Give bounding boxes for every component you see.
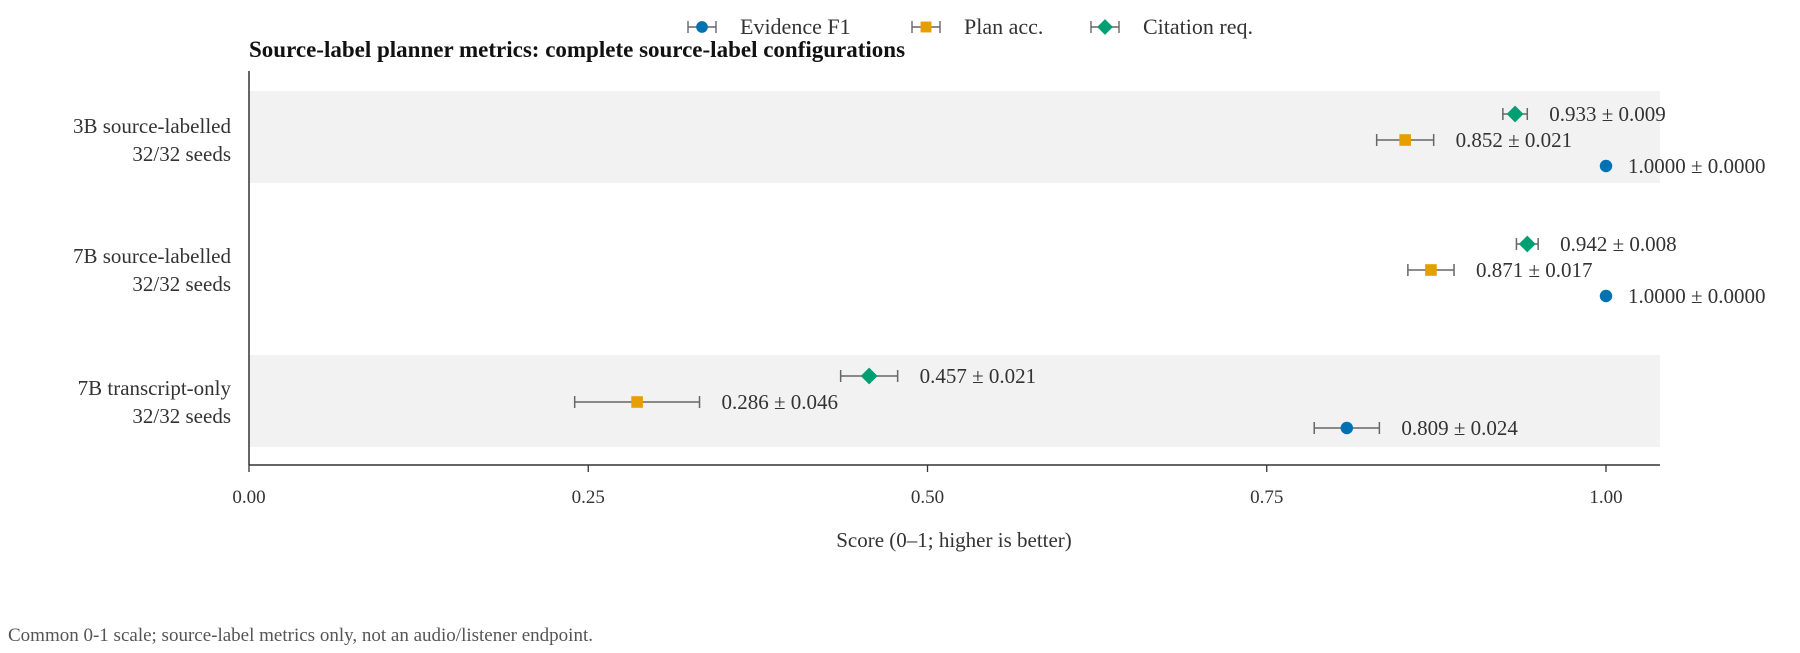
evidence-f1-value-label: 1.0000 ± 0.0000 (1628, 284, 1766, 308)
evidence-f1-point (1599, 159, 1613, 173)
category-label: 7B source-labelled (73, 244, 232, 268)
legend-label: Citation req. (1143, 14, 1253, 39)
citation-req-value-label: 0.933 ± 0.009 (1549, 102, 1666, 126)
x-tick-label: 0.00 (232, 487, 265, 508)
evidence-f1-point (1340, 421, 1354, 435)
category-label: 7B transcript-only (78, 376, 232, 400)
x-ticks: 0.00 0.25 0.50 0.75 1.00 (232, 465, 1623, 508)
citation-req-point (1518, 235, 1536, 253)
category-sublabel: 32/32 seeds (132, 272, 231, 296)
plan-acc-point (631, 396, 643, 408)
legend-marker (1097, 19, 1113, 35)
row-band (249, 355, 1660, 447)
plan-acc-value-label: 0.871 ± 0.017 (1476, 258, 1593, 282)
footnote: Common 0-1 scale; source-label metrics o… (8, 625, 593, 646)
axes (248, 71, 1660, 466)
x-tick-label: 0.50 (911, 487, 944, 508)
legend-label: Evidence F1 (740, 14, 851, 39)
legend: Evidence F1 Plan acc. Citation req. (687, 14, 1253, 39)
legend-marker (920, 21, 932, 33)
citation-req-value-label: 0.457 ± 0.021 (920, 364, 1037, 388)
plan-acc-value-label: 0.852 ± 0.021 (1456, 128, 1573, 152)
evidence-f1-point (1599, 289, 1613, 303)
x-axis-label: Score (0–1; higher is better) (836, 528, 1072, 552)
citation-req-point (860, 367, 878, 385)
category-sublabel: 32/32 seeds (132, 142, 231, 166)
category-label: 3B source-labelled (73, 114, 232, 138)
evidence-f1-value-label: 0.809 ± 0.024 (1401, 416, 1518, 440)
chart-title: Source-label planner metrics: complete s… (249, 37, 905, 62)
plan-acc-point (1399, 134, 1411, 146)
data-marks: 1.0000 ± 0.0000 1.0000 ± 0.0000 0.809 ± 0.… (573, 102, 1766, 440)
row-bands (249, 91, 1660, 447)
citation-req-point (1506, 105, 1524, 123)
plan-acc-point (1425, 264, 1437, 276)
category-labels: 3B source-labelled 32/32 seeds 7B source-l… (73, 114, 232, 428)
legend-marker (696, 21, 708, 33)
legend-label: Plan acc. (964, 14, 1043, 39)
evidence-f1-value-label: 1.0000 ± 0.0000 (1628, 154, 1766, 178)
category-sublabel: 32/32 seeds (132, 404, 231, 428)
row-band (249, 91, 1660, 183)
plan-acc-value-label: 0.286 ± 0.046 (722, 390, 839, 414)
x-tick-label: 0.25 (572, 487, 605, 508)
x-tick-label: 1.00 (1589, 487, 1622, 508)
x-tick-label: 0.75 (1250, 487, 1283, 508)
citation-req-value-label: 0.942 ± 0.008 (1560, 232, 1677, 256)
